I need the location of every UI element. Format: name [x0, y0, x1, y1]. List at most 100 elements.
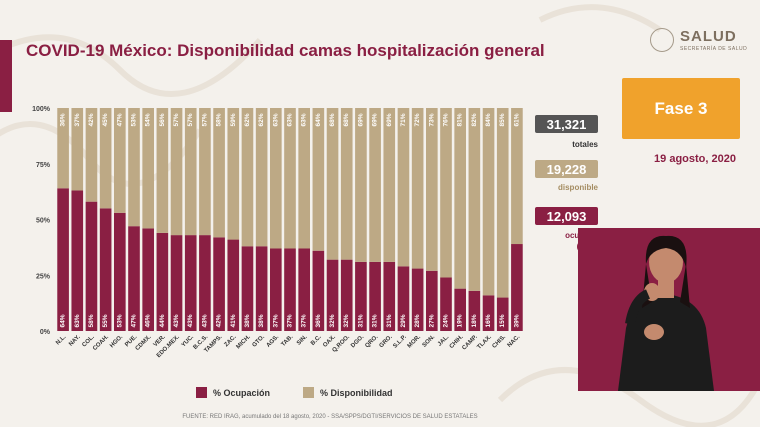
bar-available-32	[511, 108, 523, 245]
bar-available-10	[199, 108, 211, 236]
bar-occupied-23	[383, 261, 396, 331]
data-label-available: 69%	[357, 113, 364, 126]
y-tick-label: 50%	[36, 218, 51, 225]
bar-available-4	[114, 108, 126, 213]
bar-occupied-0	[57, 188, 69, 331]
data-label-occupied: 31%	[357, 314, 364, 327]
data-label-occupied: 37%	[287, 314, 294, 327]
bar-available-9	[184, 108, 197, 236]
total-beds-label: totales	[572, 140, 598, 149]
bar-occupied-18	[312, 250, 325, 331]
bar-occupied-3	[99, 208, 112, 331]
data-label-occupied: 37%	[301, 314, 308, 327]
data-label-available: 57%	[173, 113, 180, 126]
data-label-occupied: 24%	[443, 314, 450, 327]
bar-occupied-27	[440, 277, 452, 331]
total-beds-value: 31,321	[535, 115, 598, 133]
data-label-available: 68%	[329, 113, 336, 126]
bar-available-17	[298, 108, 310, 249]
data-label-occupied: 53%	[116, 314, 123, 327]
bar-occupied-19	[326, 259, 339, 331]
bar-occupied-31	[496, 297, 509, 331]
bar-available-3	[99, 108, 112, 209]
data-label-available: 61%	[513, 113, 520, 126]
x-tick-label: HGO.	[109, 334, 124, 349]
data-label-occupied: 64%	[60, 314, 67, 327]
x-tick-label: QRO.	[364, 334, 379, 349]
data-label-occupied: 43%	[187, 314, 194, 327]
bar-available-12	[227, 108, 240, 240]
data-label-available: 57%	[201, 113, 208, 126]
legend-swatch-occupied	[196, 387, 207, 398]
phase-badge: Fase 3	[622, 78, 740, 139]
sign-language-interpreter-video	[578, 228, 760, 391]
bar-occupied-21	[355, 261, 367, 331]
occupied-beds-value: 12,093	[535, 207, 598, 225]
data-label-available: 54%	[145, 113, 152, 126]
data-label-occupied: 31%	[386, 314, 393, 327]
bar-occupied-26	[426, 270, 438, 331]
x-tick-label: B.C.	[310, 334, 323, 347]
bar-occupied-2	[85, 201, 98, 331]
data-label-available: 62%	[244, 113, 251, 126]
data-label-available: 68%	[343, 113, 350, 126]
bar-occupied-17	[298, 248, 310, 331]
bar-occupied-1	[71, 190, 84, 331]
bar-available-6	[142, 108, 154, 229]
bar-available-21	[355, 108, 367, 262]
data-label-available: 85%	[499, 113, 506, 126]
x-tick-label: CHIS.	[492, 334, 508, 350]
data-label-occupied: 47%	[131, 314, 138, 327]
bar-available-31	[496, 108, 509, 298]
bar-available-26	[426, 108, 438, 271]
data-label-occupied: 29%	[400, 314, 407, 327]
bar-occupied-10	[199, 235, 211, 331]
data-label-occupied: 41%	[230, 314, 237, 327]
data-label-available: 81%	[457, 113, 464, 126]
data-label-available: 63%	[272, 113, 279, 126]
legend-available: % Disponibilidad	[303, 387, 393, 398]
legend-label-occupied: % Ocupación	[213, 387, 271, 398]
data-label-available: 53%	[131, 113, 138, 126]
data-label-available: 82%	[471, 113, 478, 126]
data-label-occupied: 58%	[88, 314, 95, 327]
bar-available-11	[213, 108, 225, 238]
logo-name: SALUD	[680, 28, 737, 45]
data-label-occupied: 44%	[159, 314, 166, 327]
bar-occupied-4	[114, 212, 126, 331]
bar-occupied-11	[213, 237, 225, 331]
bar-occupied-24	[397, 266, 410, 331]
data-label-occupied: 16%	[485, 314, 492, 327]
legend-label-available: % Disponibilidad	[320, 387, 393, 398]
legend-swatch-available	[303, 387, 314, 398]
x-tick-label: MOR.	[407, 334, 423, 350]
bar-occupied-12	[227, 239, 240, 331]
bar-occupied-9	[184, 235, 197, 331]
x-tick-label: TLAX.	[476, 334, 493, 351]
data-label-available: 37%	[74, 113, 81, 126]
bar-occupied-22	[369, 261, 381, 331]
data-label-occupied: 39%	[513, 314, 520, 327]
data-label-occupied: 32%	[329, 314, 336, 327]
data-label-available: 62%	[258, 113, 265, 126]
data-label-available: 71%	[400, 113, 407, 126]
x-tick-label: SON.	[422, 334, 437, 349]
bar-available-30	[482, 108, 495, 296]
bar-available-25	[411, 108, 424, 269]
data-label-occupied: 28%	[414, 314, 421, 327]
data-label-occupied: 31%	[372, 314, 379, 327]
bar-occupied-15	[270, 248, 282, 331]
x-tick-label: DGO.	[350, 334, 365, 349]
bar-available-22	[369, 108, 381, 262]
data-label-available: 58%	[216, 113, 223, 126]
y-tick-label: 75%	[36, 162, 51, 169]
bar-occupied-5	[128, 226, 140, 331]
data-label-available: 42%	[88, 113, 95, 126]
bar-available-14	[255, 108, 268, 247]
data-label-available: 64%	[315, 113, 322, 126]
data-label-occupied: 27%	[428, 314, 435, 327]
logo-subtitle: SECRETARÍA DE SALUD	[680, 46, 748, 52]
x-tick-label: NAC.	[507, 334, 522, 349]
data-label-occupied: 32%	[343, 314, 350, 327]
